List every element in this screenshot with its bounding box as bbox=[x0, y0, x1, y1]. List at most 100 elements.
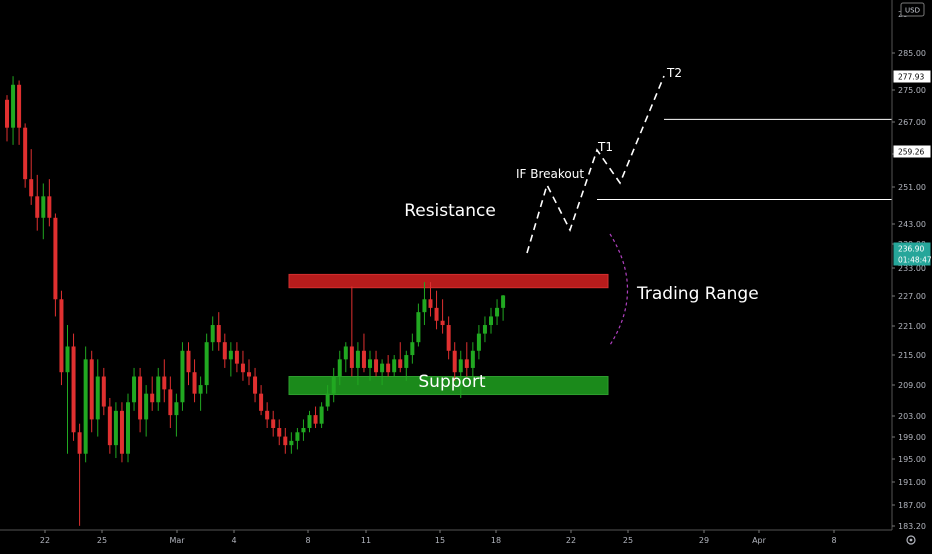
price-tick-label: 191.00 bbox=[898, 478, 926, 487]
candle bbox=[222, 333, 227, 368]
candle-body bbox=[289, 440, 294, 446]
candle-body bbox=[331, 376, 336, 394]
candle-body bbox=[138, 376, 143, 420]
candle bbox=[325, 385, 330, 411]
candle bbox=[495, 299, 500, 326]
candle-body bbox=[464, 359, 469, 368]
candle bbox=[410, 333, 415, 364]
candle-body bbox=[446, 325, 451, 351]
candle bbox=[17, 80, 22, 145]
candle-body bbox=[247, 372, 251, 377]
candle-body bbox=[29, 179, 34, 197]
candle bbox=[319, 402, 324, 428]
time-tick-label: 25 bbox=[97, 536, 107, 545]
candle bbox=[265, 402, 270, 428]
candle-body bbox=[101, 376, 106, 407]
candle bbox=[452, 342, 457, 381]
price-tick-label: 209.00 bbox=[898, 381, 926, 390]
settings-gear-icon[interactable] bbox=[906, 535, 916, 545]
candle bbox=[416, 303, 421, 347]
candle bbox=[53, 213, 58, 317]
candle bbox=[107, 397, 112, 454]
candle-body bbox=[343, 346, 348, 360]
candle bbox=[349, 286, 354, 377]
currency-label: USD bbox=[905, 7, 920, 15]
candle-body bbox=[168, 389, 173, 416]
candle bbox=[150, 376, 155, 411]
time-tick-label: 15 bbox=[435, 536, 445, 545]
candle-body bbox=[313, 415, 318, 424]
current-price-label-text: 236.90 bbox=[898, 244, 924, 253]
candle-body bbox=[222, 342, 227, 360]
time-tick-label: 8 bbox=[831, 536, 836, 545]
candle-body bbox=[180, 350, 185, 403]
candle bbox=[434, 290, 439, 330]
candle-body bbox=[35, 196, 40, 218]
candle-body bbox=[458, 359, 463, 373]
candle bbox=[198, 376, 203, 411]
time-tick-label: 18 bbox=[491, 536, 501, 545]
candle-body bbox=[410, 342, 415, 356]
candle bbox=[271, 410, 276, 437]
candle bbox=[180, 342, 185, 411]
candle bbox=[71, 333, 76, 441]
candle-body bbox=[17, 84, 22, 128]
candle bbox=[162, 359, 167, 403]
price-tick-label: 233.00 bbox=[898, 264, 926, 273]
support-label: Support bbox=[418, 372, 486, 392]
candle-body bbox=[253, 376, 258, 394]
candle-body bbox=[83, 359, 88, 454]
candle bbox=[47, 179, 52, 227]
candle bbox=[392, 355, 397, 377]
candle-body bbox=[192, 372, 197, 394]
candle bbox=[216, 312, 221, 351]
settings-gear-hub bbox=[909, 538, 913, 542]
candle-body bbox=[107, 406, 112, 446]
range-arc[interactable] bbox=[609, 233, 629, 346]
time-axis[interactable]: 22 25 Mar 4 8 11 15 18 22 25 29 Apr 8 bbox=[0, 529, 916, 545]
candle bbox=[380, 359, 385, 386]
candle-body bbox=[126, 402, 130, 454]
t2-level-label-text: 277.93 bbox=[898, 72, 924, 81]
currency-badge-frame bbox=[900, 2, 925, 17]
candle bbox=[132, 367, 137, 411]
current-price-label[interactable]: 236.90 bbox=[893, 242, 931, 255]
candle bbox=[29, 149, 34, 205]
countdown-label[interactable]: 01:48:47 bbox=[893, 253, 932, 266]
candle-body bbox=[392, 359, 397, 373]
t1-level-label[interactable]: 259.26 bbox=[893, 145, 931, 158]
candle-body bbox=[59, 299, 64, 373]
candle bbox=[331, 367, 336, 403]
candle-body bbox=[476, 333, 481, 351]
candle bbox=[113, 402, 118, 459]
candle-body bbox=[228, 350, 233, 360]
t2-level-label-bg bbox=[893, 70, 931, 83]
time-tick-label: 8 bbox=[305, 536, 310, 545]
candle bbox=[210, 316, 215, 351]
candle-body bbox=[119, 410, 124, 454]
candle-body bbox=[374, 359, 379, 373]
price-tick-label: 221.00 bbox=[898, 322, 926, 331]
candle-body bbox=[301, 427, 306, 433]
candle-body bbox=[361, 350, 366, 368]
candle bbox=[458, 350, 463, 398]
candle bbox=[186, 342, 191, 386]
price-axis[interactable]: 285.00275.00267.00259.00251.00243.00239.… bbox=[891, 0, 932, 531]
candle-body bbox=[23, 127, 28, 180]
breakout-projection-path[interactable] bbox=[526, 75, 665, 254]
t2-level-label[interactable]: 277.93 bbox=[893, 70, 931, 83]
candle bbox=[23, 123, 28, 188]
support-zone[interactable] bbox=[288, 376, 609, 396]
currency-badge[interactable]: USD bbox=[900, 2, 925, 17]
resistance-zone[interactable] bbox=[288, 273, 609, 289]
candle-body bbox=[53, 217, 58, 300]
candle bbox=[307, 410, 312, 433]
t1-label: T1 bbox=[597, 140, 613, 154]
candle-body bbox=[47, 196, 52, 218]
candle bbox=[482, 316, 487, 343]
candle-body bbox=[65, 346, 70, 373]
candle bbox=[156, 367, 161, 411]
candle bbox=[234, 342, 239, 373]
